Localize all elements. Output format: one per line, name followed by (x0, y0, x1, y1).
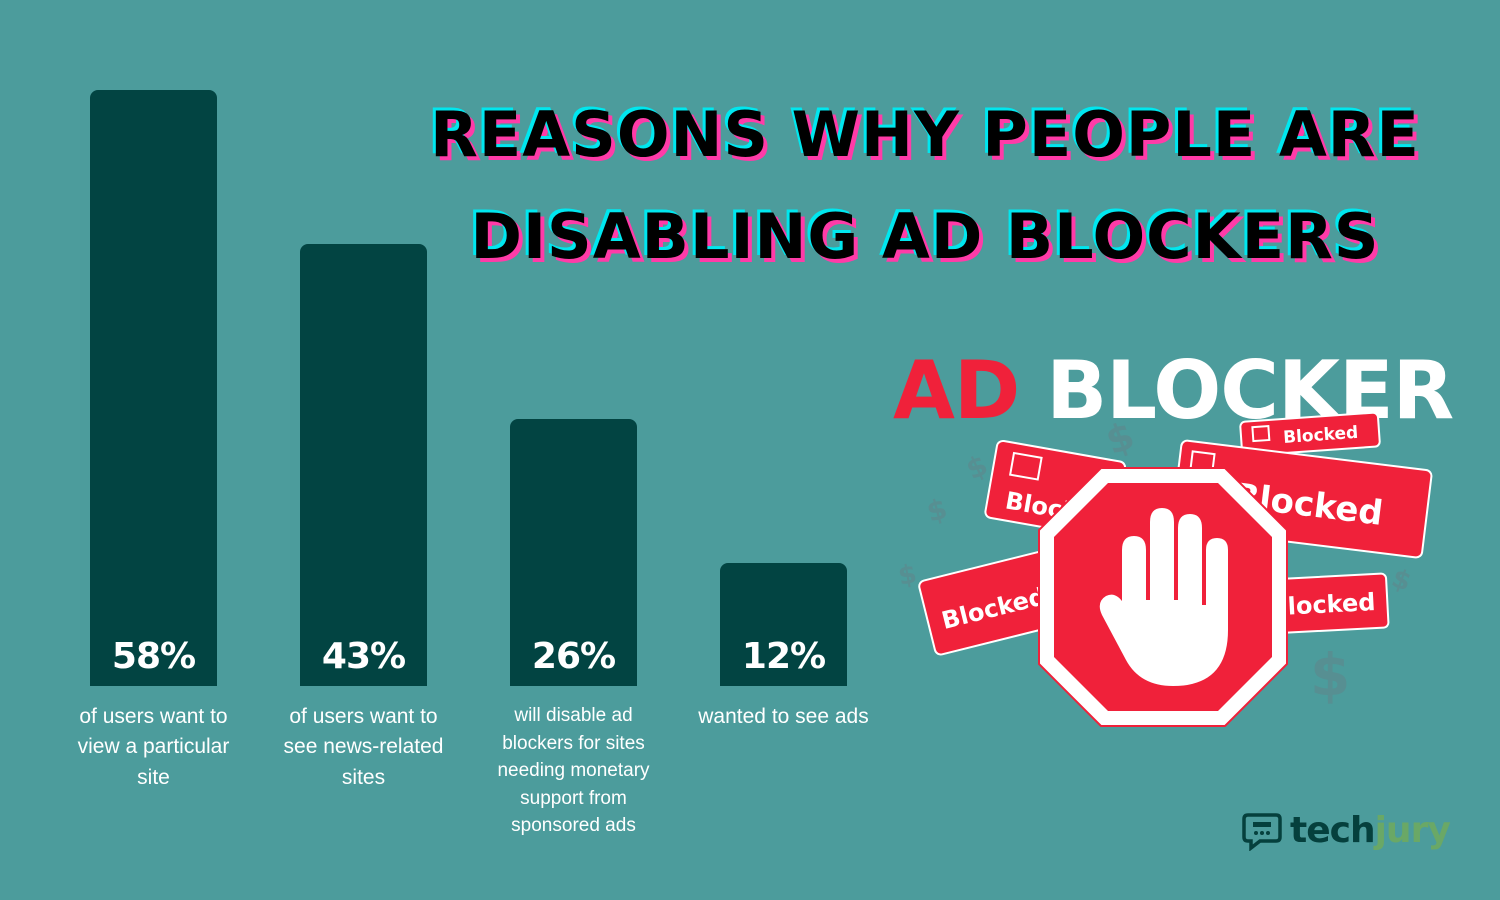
bar-category-label: will disable ad blockers for sites needing… (474, 702, 674, 840)
ad-blocker-heading: AD BLOCKER (893, 344, 1454, 437)
ad-blocker-illustration: $ $ $ $ $ $ Blocked Blocked Blocked Bloc… (896, 411, 1433, 727)
svg-text:$: $ (923, 492, 950, 529)
logo-wordmark: techjury (1290, 810, 1451, 851)
logo-wordmark-tech: tech (1290, 810, 1376, 851)
bar (90, 90, 217, 686)
bar-category-label: of users want to see news-related sites (264, 702, 464, 793)
chart-title-line-2: DISABLING AD BLOCKERS (470, 200, 1380, 273)
chat-bubble-icon (1242, 812, 1282, 851)
bar-category-label-line: wanted to see ads (698, 705, 869, 728)
bar-category-label-line: needing monetary (497, 760, 650, 782)
bar-value-label: 26% (531, 636, 616, 677)
bar-category-label-line: sponsored ads (511, 815, 636, 837)
logo-wordmark-jury: jury (1374, 810, 1451, 851)
bar-category-label: of users want to view a particular site (54, 702, 254, 793)
bar (300, 244, 427, 686)
bar-category-label-line: site (137, 765, 170, 789)
svg-text:$: $ (896, 559, 919, 592)
bar-category-label-line: view a particular (77, 735, 230, 759)
bar-value-label: 43% (321, 636, 406, 677)
stop-hand-icon (1099, 508, 1228, 686)
ad-blocker-heading-ad: AD (893, 344, 1020, 437)
bar-category-label-line: support from (520, 787, 627, 809)
bar-category-label-line: blockers for sites (502, 732, 645, 754)
chart-title-line-1: REASONS WHY PEOPLE ARE (430, 98, 1420, 171)
bar-value-label: 58% (111, 636, 196, 677)
svg-text:$: $ (1388, 563, 1415, 597)
techjury-logo: techjury (1242, 810, 1451, 851)
bar (510, 418, 637, 686)
bar-category-label-line: sites (341, 765, 386, 789)
blocked-card: Blocked (1239, 411, 1381, 457)
bar-category-label-line: of users want to (79, 705, 228, 728)
bar-category-label-line: will disable ad (514, 705, 633, 726)
bar-category-label-line: see news-related (283, 735, 444, 759)
bar-value-label: 12% (741, 636, 826, 677)
svg-text:$: $ (1310, 641, 1350, 709)
svg-text:$: $ (1100, 413, 1140, 463)
bar-category-label: wanted to see ads (684, 702, 884, 732)
bar-category-label-line: of users want to (289, 705, 438, 728)
bar (720, 562, 847, 686)
svg-text:$: $ (961, 448, 993, 486)
